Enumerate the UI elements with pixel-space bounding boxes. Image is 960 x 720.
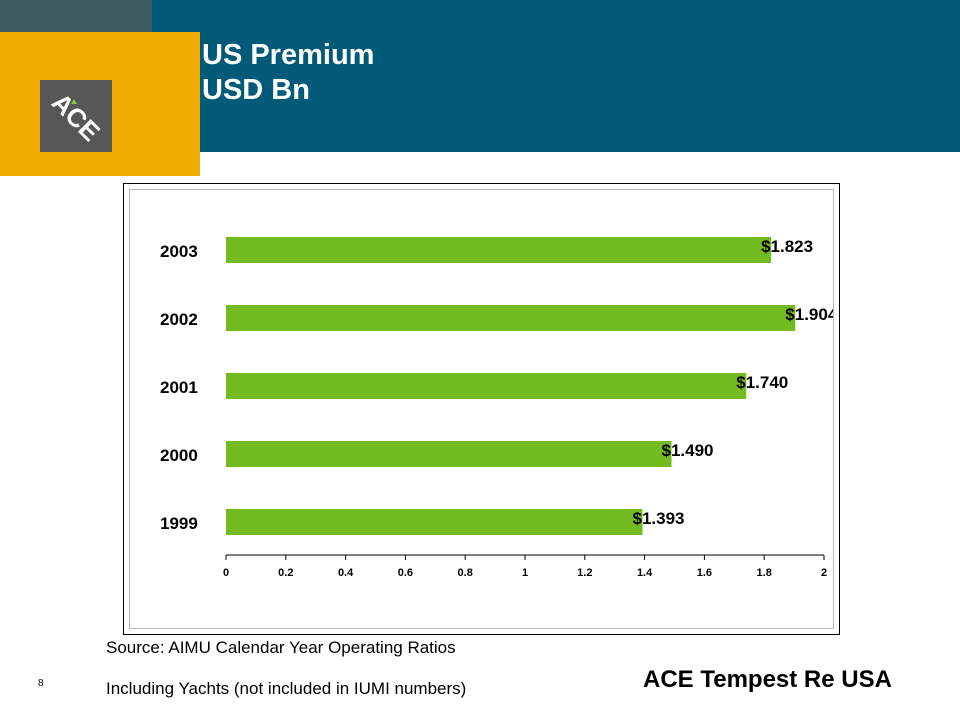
category-label-2000: 2000 bbox=[160, 446, 198, 465]
header-band bbox=[152, 0, 960, 152]
category-label-2001: 2001 bbox=[160, 378, 198, 397]
category-label-2003: 2003 bbox=[160, 242, 198, 261]
chart-frame: 0 0.2 0.4 0.6 0.8 1 1.2 1.4 1.6 1.8 2 2003 $1.823 200… bbox=[123, 183, 840, 635]
title-line-2: USD Bn bbox=[202, 74, 310, 106]
category-label-1999: 1999 bbox=[160, 514, 198, 533]
bar-2003 bbox=[226, 237, 772, 263]
x-tick-label: 1.6 bbox=[697, 567, 712, 579]
x-tick-label: 1.2 bbox=[577, 567, 592, 579]
source-note: Source: AIMU Calendar Year Operating Rat… bbox=[106, 638, 456, 657]
header-accent-strip bbox=[0, 0, 152, 32]
premium-bar-chart: 0 0.2 0.4 0.6 0.8 1 1.2 1.4 1.6 1.8 2 2003 $1.823 200… bbox=[160, 237, 833, 579]
brand-name: ACE Tempest Re USA bbox=[643, 666, 892, 693]
bar-2002 bbox=[226, 305, 796, 331]
x-tick-label: 1 bbox=[522, 567, 528, 579]
x-tick-label: 0 bbox=[223, 567, 229, 579]
data-label-2002: $1.904 bbox=[785, 305, 833, 324]
bar-2000 bbox=[226, 441, 672, 467]
bar-1999 bbox=[226, 509, 643, 535]
x-tick-label: 0.4 bbox=[338, 567, 354, 579]
data-label-2001: $1.740 bbox=[736, 373, 788, 392]
x-tick-label: 1.4 bbox=[637, 567, 653, 579]
ace-logo: ACE bbox=[40, 80, 112, 152]
data-label-1999: $1.393 bbox=[633, 509, 685, 528]
x-tick-label: 0.6 bbox=[398, 567, 413, 579]
page-number: 8 bbox=[38, 678, 44, 689]
logo-triangle bbox=[71, 99, 77, 104]
data-label-2000: $1.490 bbox=[662, 441, 714, 460]
chart-plot-area: 0 0.2 0.4 0.6 0.8 1 1.2 1.4 1.6 1.8 2 2003 $1.823 200… bbox=[129, 189, 834, 629]
data-label-2003: $1.823 bbox=[761, 237, 813, 256]
x-tick-label: 0.2 bbox=[278, 567, 293, 579]
x-tick-label: 2 bbox=[821, 567, 827, 579]
page-title: US Premium USD Bn bbox=[202, 38, 374, 108]
category-label-2002: 2002 bbox=[160, 310, 198, 329]
x-tick-label: 0.8 bbox=[458, 567, 473, 579]
x-tick-label: 1.8 bbox=[757, 567, 772, 579]
ace-logo-icon: ACE bbox=[46, 87, 106, 147]
logo-lettering: ACE bbox=[46, 87, 106, 147]
yacht-note: Including Yachts (not included in IUMI n… bbox=[106, 679, 467, 698]
bar-2001 bbox=[226, 373, 747, 399]
title-line-1: US Premium bbox=[202, 39, 375, 71]
